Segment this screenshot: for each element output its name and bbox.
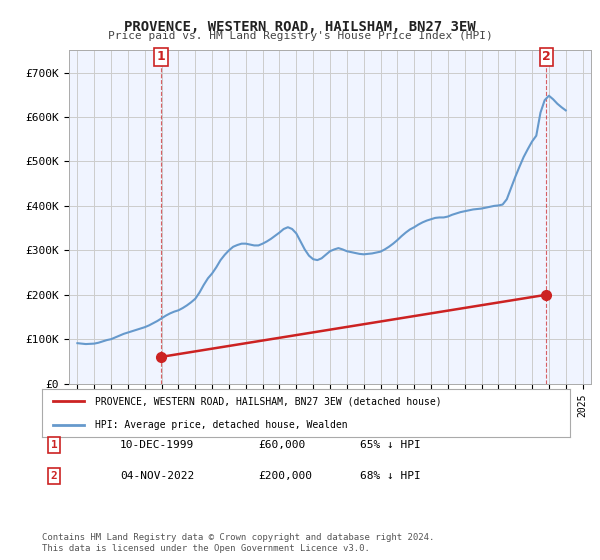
Text: £200,000: £200,000 (258, 471, 312, 481)
Text: 2: 2 (50, 471, 58, 481)
Text: PROVENCE, WESTERN ROAD, HAILSHAM, BN27 3EW: PROVENCE, WESTERN ROAD, HAILSHAM, BN27 3… (124, 20, 476, 34)
Text: HPI: Average price, detached house, Wealden: HPI: Average price, detached house, Weal… (95, 420, 347, 430)
Text: Price paid vs. HM Land Registry's House Price Index (HPI): Price paid vs. HM Land Registry's House … (107, 31, 493, 41)
Text: Contains HM Land Registry data © Crown copyright and database right 2024.
This d: Contains HM Land Registry data © Crown c… (42, 533, 434, 553)
Text: 65% ↓ HPI: 65% ↓ HPI (360, 440, 421, 450)
Text: 10-DEC-1999: 10-DEC-1999 (120, 440, 194, 450)
Text: 1: 1 (157, 50, 165, 63)
Text: PROVENCE, WESTERN ROAD, HAILSHAM, BN27 3EW (detached house): PROVENCE, WESTERN ROAD, HAILSHAM, BN27 3… (95, 396, 442, 406)
Text: 68% ↓ HPI: 68% ↓ HPI (360, 471, 421, 481)
Text: 04-NOV-2022: 04-NOV-2022 (120, 471, 194, 481)
Text: 1: 1 (50, 440, 58, 450)
Text: 2: 2 (542, 50, 551, 63)
Text: £60,000: £60,000 (258, 440, 305, 450)
